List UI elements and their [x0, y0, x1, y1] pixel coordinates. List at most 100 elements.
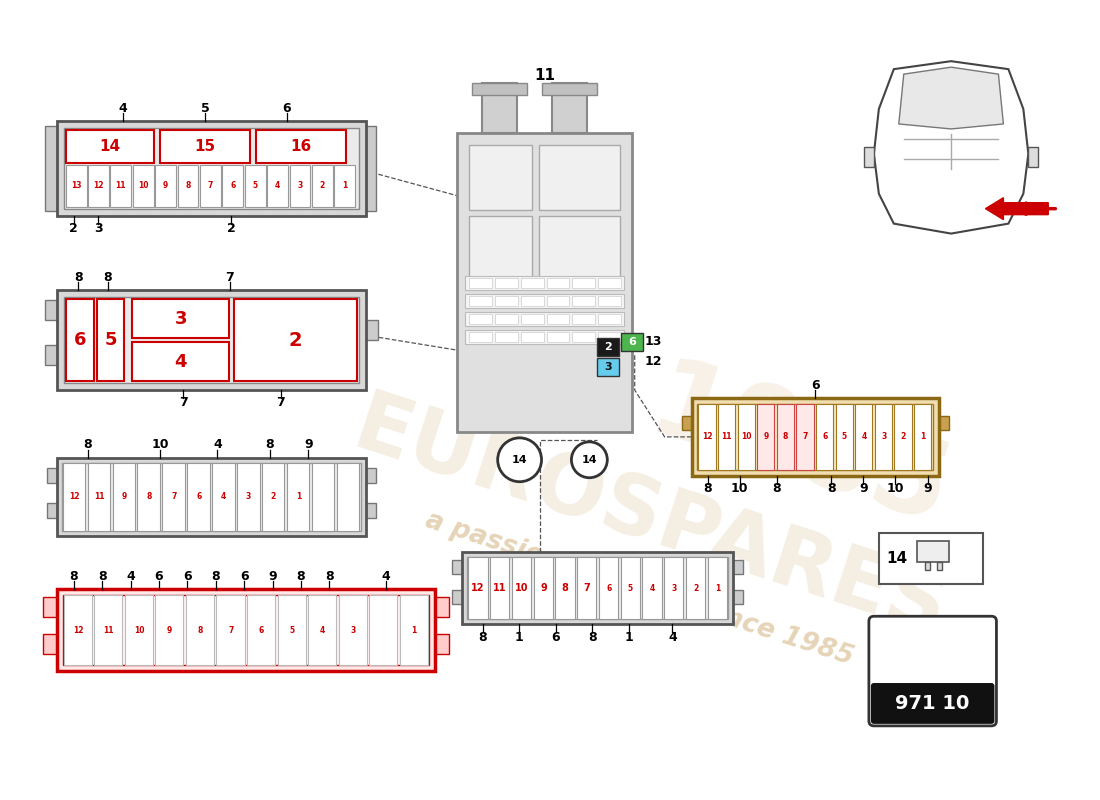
- Text: 6: 6: [155, 570, 163, 583]
- Text: 5: 5: [628, 584, 632, 593]
- Bar: [334, 165, 355, 206]
- Bar: [256, 130, 346, 163]
- Bar: [938, 416, 948, 430]
- Text: 14: 14: [887, 551, 907, 566]
- Text: 1: 1: [515, 630, 524, 644]
- Text: 11: 11: [103, 626, 113, 634]
- Text: 4: 4: [221, 492, 227, 501]
- Bar: [289, 165, 310, 206]
- Text: 6: 6: [230, 182, 235, 190]
- Bar: [552, 83, 587, 133]
- Bar: [697, 404, 933, 470]
- Bar: [132, 342, 229, 381]
- Bar: [186, 595, 214, 665]
- Text: 1: 1: [921, 432, 925, 442]
- Text: 15: 15: [195, 139, 216, 154]
- Bar: [879, 533, 983, 584]
- Bar: [925, 562, 930, 570]
- Bar: [64, 595, 91, 665]
- Bar: [217, 595, 244, 665]
- Text: 1: 1: [715, 584, 720, 593]
- Bar: [916, 541, 948, 562]
- Bar: [1028, 147, 1038, 167]
- Text: 12: 12: [702, 432, 713, 442]
- Text: 8: 8: [562, 583, 569, 594]
- Text: 7: 7: [179, 397, 188, 410]
- Text: 1: 1: [342, 182, 348, 190]
- Text: 4: 4: [668, 630, 676, 644]
- Bar: [43, 634, 57, 654]
- Bar: [520, 296, 543, 306]
- Bar: [66, 165, 87, 206]
- Text: 12: 12: [94, 182, 103, 190]
- Bar: [63, 462, 85, 530]
- Bar: [277, 595, 306, 665]
- Text: 3: 3: [246, 492, 251, 501]
- Text: 2: 2: [320, 182, 324, 190]
- Bar: [436, 598, 450, 618]
- Text: 5: 5: [842, 432, 847, 442]
- Bar: [620, 334, 642, 351]
- Text: 14: 14: [99, 139, 121, 154]
- Text: 2: 2: [69, 222, 78, 235]
- Bar: [66, 130, 154, 163]
- Text: 1: 1: [411, 626, 417, 634]
- Text: 7: 7: [803, 432, 808, 442]
- Bar: [337, 462, 360, 530]
- Text: 9: 9: [923, 482, 932, 495]
- Bar: [894, 404, 912, 470]
- Text: EUROSPARES: EUROSPARES: [343, 386, 956, 654]
- Bar: [370, 595, 397, 665]
- Bar: [267, 165, 288, 206]
- Bar: [707, 558, 727, 619]
- Bar: [133, 165, 154, 206]
- Text: 8: 8: [103, 271, 112, 284]
- Bar: [738, 404, 755, 470]
- Bar: [495, 278, 518, 288]
- Bar: [57, 290, 365, 390]
- FancyArrow shape: [986, 198, 1048, 220]
- Text: 2: 2: [227, 222, 235, 235]
- Bar: [62, 462, 361, 530]
- Bar: [598, 314, 620, 324]
- Text: 8: 8: [478, 630, 487, 644]
- Text: 7: 7: [208, 182, 213, 190]
- Bar: [163, 462, 185, 530]
- Text: 10: 10: [134, 626, 144, 634]
- Circle shape: [497, 438, 541, 482]
- Text: 4: 4: [320, 626, 326, 634]
- Bar: [598, 332, 620, 342]
- Text: 10: 10: [152, 438, 169, 451]
- Text: 7: 7: [172, 492, 176, 501]
- Text: 12: 12: [69, 492, 79, 501]
- Bar: [88, 462, 110, 530]
- Bar: [734, 561, 744, 574]
- Bar: [520, 332, 543, 342]
- Text: 8: 8: [703, 482, 712, 495]
- Text: 8: 8: [69, 570, 78, 583]
- Bar: [452, 561, 462, 574]
- Text: 12: 12: [73, 626, 84, 634]
- Bar: [365, 468, 375, 482]
- Text: 3: 3: [351, 626, 355, 634]
- Bar: [490, 558, 509, 619]
- Bar: [578, 558, 596, 619]
- Bar: [620, 558, 640, 619]
- Bar: [598, 278, 620, 288]
- Text: 6: 6: [196, 492, 201, 501]
- Bar: [155, 595, 184, 665]
- Text: 13: 13: [645, 334, 662, 348]
- Text: 3: 3: [881, 432, 887, 442]
- Text: 8: 8: [297, 570, 306, 583]
- Bar: [311, 462, 334, 530]
- Text: 9: 9: [763, 432, 769, 442]
- Text: 8: 8: [265, 438, 274, 451]
- Bar: [469, 558, 487, 619]
- Bar: [534, 558, 553, 619]
- Text: 6: 6: [628, 338, 636, 347]
- Text: 2: 2: [693, 584, 698, 593]
- Bar: [365, 126, 375, 210]
- Text: a passion for parts since 1985: a passion for parts since 1985: [422, 508, 857, 671]
- Bar: [88, 165, 109, 206]
- Bar: [547, 278, 570, 288]
